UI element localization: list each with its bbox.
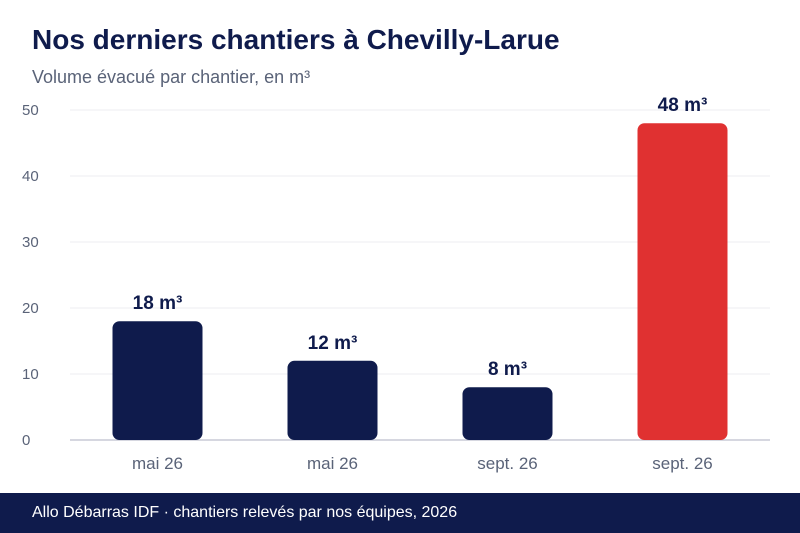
y-tick-label: 10 <box>22 366 39 383</box>
footer-bar: Allo Débarras IDF · chantiers relevés pa… <box>0 493 800 533</box>
x-tick-label: mai 26 <box>132 454 183 473</box>
bar <box>637 123 728 440</box>
chart-title: Nos derniers chantiers à Chevilly-Larue <box>32 24 560 55</box>
x-tick-label: mai 26 <box>307 454 358 473</box>
bar-value-label: 12 m³ <box>308 333 358 354</box>
y-tick-label: 30 <box>22 234 39 251</box>
bar <box>287 360 378 440</box>
bar-value-label: 48 m³ <box>658 95 708 116</box>
bar <box>112 321 203 440</box>
y-tick-label: 0 <box>22 432 30 449</box>
y-tick-label: 50 <box>22 102 39 119</box>
y-tick-label: 40 <box>22 168 39 185</box>
bar-chart: 0 10 20 30 40 50 18 m³ mai 26 12 m³ mai 26 8 m³ sep… <box>22 95 770 473</box>
footer-source-text: Allo Débarras IDF · chantiers relevés pa… <box>32 504 458 521</box>
x-tick-label: sept. 26 <box>477 454 538 473</box>
y-tick-label: 20 <box>22 300 39 317</box>
bar <box>462 387 553 440</box>
bar-value-label: 8 m³ <box>488 359 527 380</box>
chart-subtitle: Volume évacué par chantier, en m³ <box>32 67 311 87</box>
x-tick-label: sept. 26 <box>652 454 713 473</box>
bar-value-label: 18 m³ <box>133 293 183 314</box>
